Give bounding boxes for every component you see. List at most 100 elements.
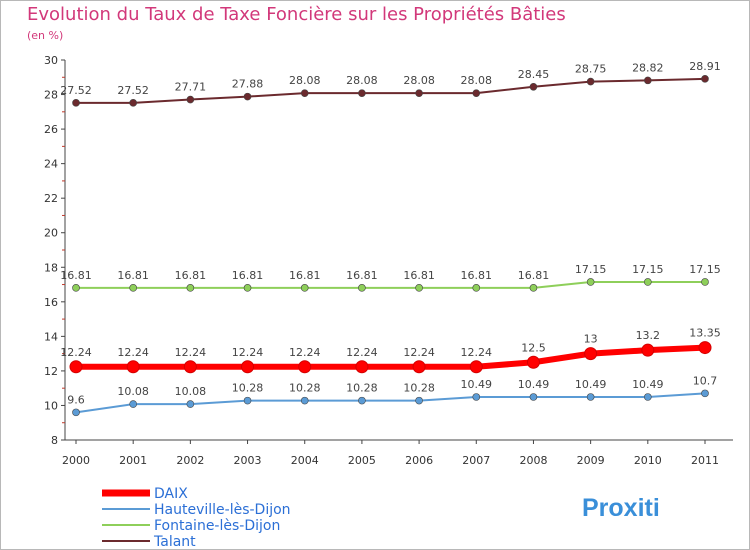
data-label: 13.35 (689, 327, 721, 340)
data-point (641, 343, 655, 357)
series-Hauteville-lès-Dijon: 9.6 10.08 10.08 10.28 10.28 10.28 10.28 10.49 10… (67, 374, 718, 417)
data-label: 12.5 (521, 341, 546, 354)
data-point (586, 77, 595, 86)
data-label: 28.08 (346, 74, 378, 87)
data-label: 10.28 (289, 382, 321, 395)
data-label: 16.81 (461, 269, 493, 282)
data-label: 10.28 (232, 382, 264, 395)
proxiti-logo: Proxiti (582, 494, 660, 522)
data-label: 28.91 (689, 60, 721, 73)
data-point (472, 89, 481, 97)
data-point (644, 76, 652, 85)
data-point (72, 408, 80, 417)
data-label: 16.81 (232, 269, 264, 282)
series-line (76, 280, 705, 289)
data-label: 16.81 (403, 269, 435, 282)
data-label: 10.7 (693, 374, 718, 387)
data-label: 13 (584, 333, 598, 346)
legend-label: DAIX (154, 486, 188, 502)
y-tick-label: 16 (44, 296, 58, 309)
y-tick-label: 14 (44, 330, 58, 343)
data-label: 12.24 (175, 346, 207, 359)
data-point (644, 278, 652, 286)
x-tick-label: 2007 (462, 454, 490, 467)
legend-label: Fontaine-lès-Dijon (154, 518, 280, 534)
y-tick-label: 10 (44, 399, 58, 412)
y-tick-label: 28 (44, 89, 58, 102)
data-label: 17.15 (632, 263, 664, 276)
data-point (415, 284, 423, 292)
data-label: 10.49 (518, 378, 550, 391)
data-label: 12.24 (346, 346, 378, 359)
data-point (586, 393, 595, 401)
data-label: 10.08 (117, 385, 149, 398)
series-DAIX: 12.24 12.24 12.24 12.24 12.24 12.24 12.24 12.24… (60, 327, 721, 374)
x-tick-label: 2008 (519, 454, 547, 467)
data-point (644, 393, 652, 401)
data-label: 27.52 (60, 84, 92, 97)
data-point (586, 278, 595, 286)
data-point (358, 89, 366, 97)
data-label: 16.81 (175, 269, 207, 282)
data-point (243, 284, 252, 292)
data-point (415, 89, 423, 97)
x-tick-label: 2011 (691, 454, 719, 467)
x-tick-label: 2009 (577, 454, 605, 467)
y-tick-label: 8 (51, 434, 58, 447)
series-line (75, 392, 706, 414)
y-tick-label: 26 (44, 123, 58, 136)
data-point (701, 389, 709, 398)
data-point (129, 284, 137, 292)
data-label: 28.08 (289, 74, 321, 87)
data-label: 28.08 (403, 74, 435, 87)
data-point (355, 360, 369, 374)
data-label: 27.88 (232, 78, 264, 91)
x-tick-label: 2004 (291, 454, 319, 467)
series-line (76, 344, 706, 370)
series-Talant: 27.52 27.52 27.71 27.88 28.08 28.08 28.08 28.08… (60, 60, 721, 107)
data-label: 12.24 (232, 346, 264, 359)
data-point (584, 347, 598, 361)
series-Fontaine-lès-Dijon: 16.81 16.81 16.81 16.81 16.81 16.81 16.81 16.81… (60, 263, 721, 292)
data-point (529, 284, 538, 292)
data-label: 28.45 (518, 68, 550, 81)
data-point (186, 284, 195, 292)
data-point (300, 396, 309, 405)
data-point (72, 99, 80, 107)
data-point (186, 400, 195, 408)
data-label: 12.24 (117, 346, 149, 359)
data-point (415, 396, 423, 405)
data-label: 17.15 (575, 263, 607, 276)
axes: 8 10 12 14 16 18 20 22 24 26 28 30 2000 2001 2002 2003 2… (44, 54, 733, 467)
data-point (300, 284, 309, 292)
y-tick-label: 22 (44, 192, 58, 205)
data-point (183, 360, 197, 374)
data-point (241, 360, 255, 374)
data-label: 27.52 (117, 84, 149, 97)
data-label: 13.2 (636, 329, 661, 342)
legend-label: Talant (153, 534, 196, 550)
data-point (529, 393, 538, 401)
x-tick-label: 2000 (62, 454, 90, 467)
data-label: 10.49 (575, 378, 607, 391)
y-tick-label: 20 (44, 227, 58, 240)
data-point (698, 341, 712, 355)
data-point (243, 396, 252, 405)
data-point (243, 92, 252, 101)
data-point (701, 75, 709, 83)
data-point (129, 400, 137, 408)
data-point (126, 360, 140, 374)
data-label: 10.08 (175, 385, 207, 398)
data-label: 16.81 (518, 269, 550, 282)
data-label: 12.24 (289, 346, 321, 359)
data-label: 16.81 (60, 269, 92, 282)
series-lines: 27.52 27.52 27.71 27.88 28.08 28.08 28.08 28.08… (60, 60, 721, 417)
data-label: 12.24 (461, 346, 493, 359)
chart-title: Evolution du Taux de Taxe Foncière sur l… (27, 4, 566, 25)
data-label: 27.71 (175, 81, 207, 94)
data-label: 10.49 (461, 378, 493, 391)
data-point (129, 99, 137, 107)
data-point (469, 360, 483, 374)
data-point (358, 284, 366, 292)
